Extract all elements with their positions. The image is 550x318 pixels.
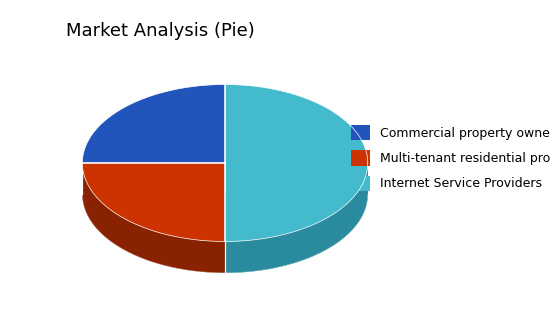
Polygon shape bbox=[82, 194, 225, 273]
Legend: Commercial property owners, Multi-tenant residential prop own, Internet Service : Commercial property owners, Multi-tenant… bbox=[345, 119, 550, 197]
Polygon shape bbox=[82, 163, 225, 273]
Polygon shape bbox=[225, 116, 368, 273]
Polygon shape bbox=[225, 85, 368, 241]
Polygon shape bbox=[225, 163, 368, 273]
Polygon shape bbox=[82, 163, 225, 241]
Polygon shape bbox=[82, 85, 225, 163]
Polygon shape bbox=[82, 116, 225, 194]
Polygon shape bbox=[225, 163, 368, 273]
Text: Market Analysis (Pie): Market Analysis (Pie) bbox=[66, 22, 255, 40]
